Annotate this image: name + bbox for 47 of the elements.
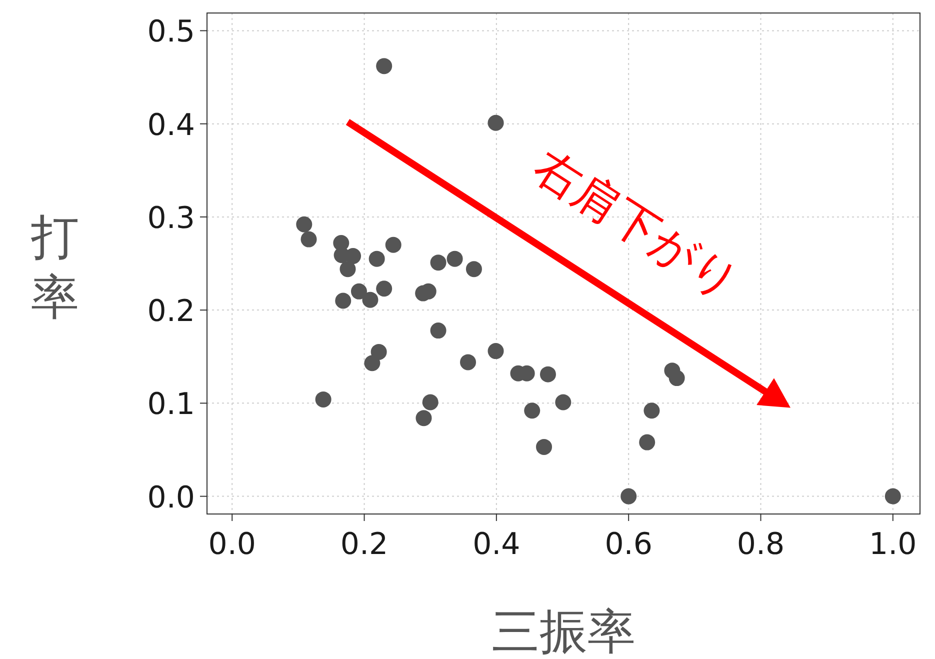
point xyxy=(488,343,504,360)
point xyxy=(524,402,540,419)
x-tick-label: 0.8 xyxy=(736,527,785,562)
point xyxy=(488,114,504,131)
point xyxy=(335,292,352,309)
x-tick-label: 0.4 xyxy=(472,527,520,562)
y-tick-label: 0.3 xyxy=(147,200,195,236)
x-tick-label: 0.0 xyxy=(208,527,256,562)
point xyxy=(300,231,317,248)
point xyxy=(422,394,438,410)
x-tick-label: 0.6 xyxy=(604,527,652,562)
point xyxy=(668,370,685,386)
point xyxy=(368,250,385,267)
y-tick-label: 0.5 xyxy=(147,14,195,50)
point xyxy=(416,410,432,426)
y-tick-label: 0.1 xyxy=(147,387,195,422)
point xyxy=(620,488,637,504)
point xyxy=(362,292,378,308)
point xyxy=(370,344,387,360)
point xyxy=(430,254,446,271)
point xyxy=(540,366,556,382)
point xyxy=(385,236,402,253)
point xyxy=(536,438,552,455)
point xyxy=(296,216,312,232)
point xyxy=(350,283,367,300)
point xyxy=(639,434,656,450)
point xyxy=(644,402,660,419)
point xyxy=(376,58,392,74)
point xyxy=(555,394,572,410)
x-axis-title: 三振率 xyxy=(492,604,636,659)
annotation: 右肩下がり xyxy=(524,138,749,310)
y-tick-label: 0.2 xyxy=(147,294,195,330)
y-tick-label: 0.4 xyxy=(147,108,195,143)
point xyxy=(430,322,446,339)
point xyxy=(884,488,901,504)
point xyxy=(340,261,356,278)
y-axis-title: 打率 xyxy=(30,210,79,326)
point xyxy=(345,248,362,264)
x-tick-label: 1.0 xyxy=(869,527,917,562)
point xyxy=(460,354,476,370)
point xyxy=(446,250,463,267)
point xyxy=(376,280,392,297)
point xyxy=(315,391,332,408)
y-tick-label: 0.0 xyxy=(147,480,195,516)
point xyxy=(364,355,380,372)
x-tick-label: 0.2 xyxy=(340,527,388,562)
point xyxy=(466,261,482,278)
